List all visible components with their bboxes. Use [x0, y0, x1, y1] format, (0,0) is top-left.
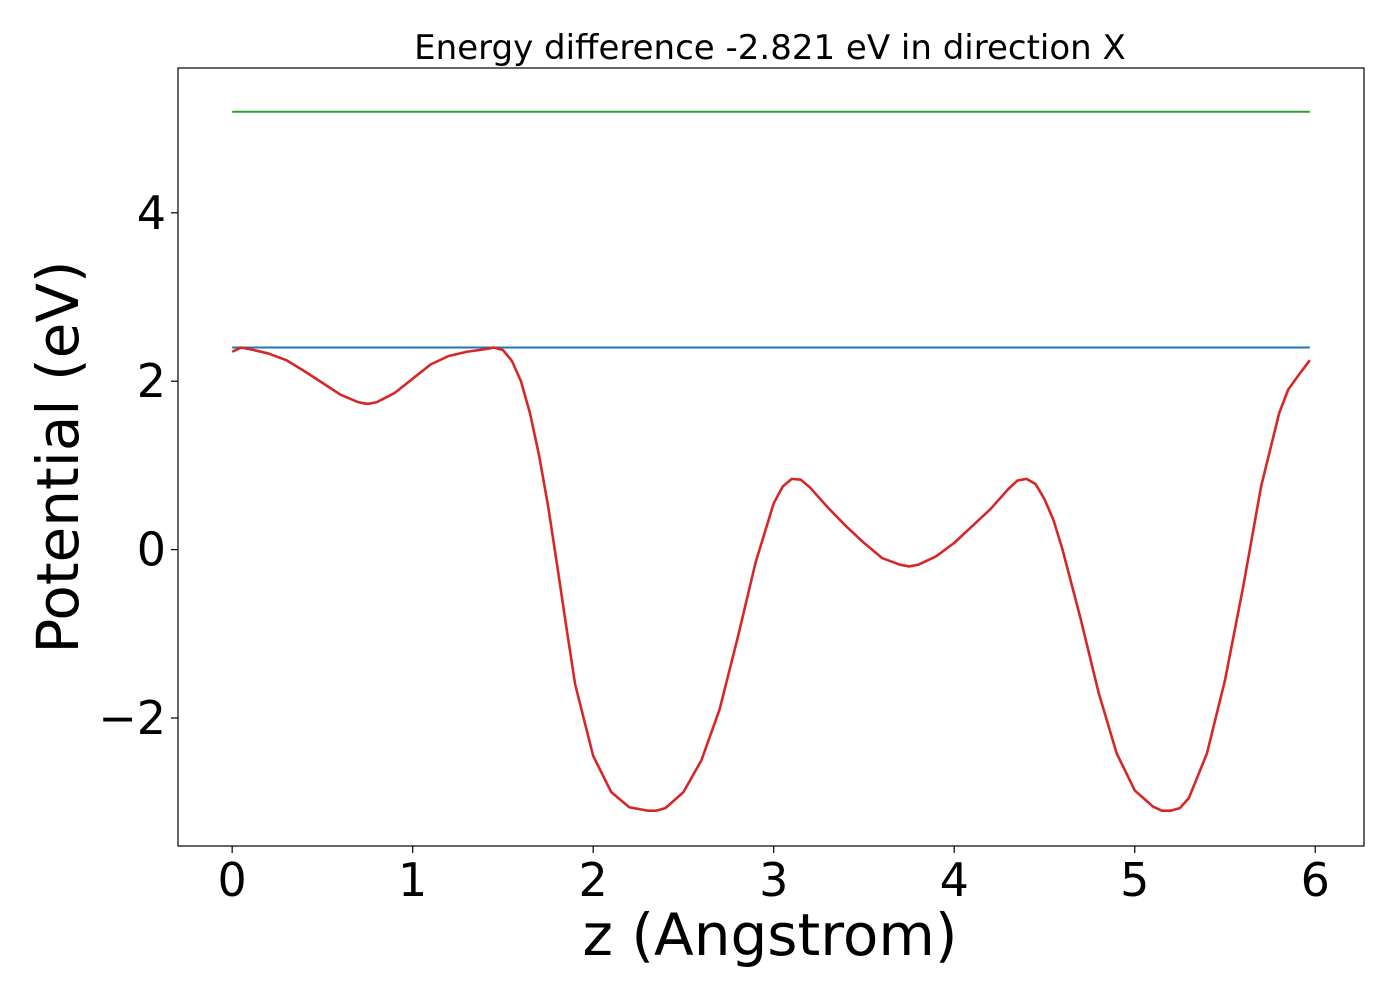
- series-line-3: [231, 346, 1311, 812]
- x-tick-label: 6: [1301, 853, 1330, 907]
- y-tick-label: −2: [98, 691, 166, 745]
- x-tick-label: 0: [218, 853, 247, 907]
- y-tick-label: 0: [137, 523, 166, 577]
- x-axis-ticks: 0 1 2 3 4 5 6: [218, 846, 1330, 907]
- x-tick-label: 5: [1120, 853, 1149, 907]
- chart-title: Energy difference -2.821 eV in direction…: [414, 28, 1126, 68]
- x-tick-label: 3: [759, 853, 788, 907]
- y-tick-label: 4: [137, 186, 166, 240]
- y-axis-label: Potential (eV): [24, 260, 92, 653]
- y-tick-label: 2: [137, 354, 166, 408]
- x-tick-label: 1: [398, 853, 427, 907]
- y-axis-ticks: −2 0 2 4: [98, 186, 178, 745]
- x-tick-label: 2: [579, 853, 608, 907]
- x-axis-label: z (Angstrom): [583, 901, 958, 969]
- plot-frame: [177, 67, 1365, 847]
- series-layer: [231, 110, 1311, 812]
- x-tick-label: 4: [940, 853, 969, 907]
